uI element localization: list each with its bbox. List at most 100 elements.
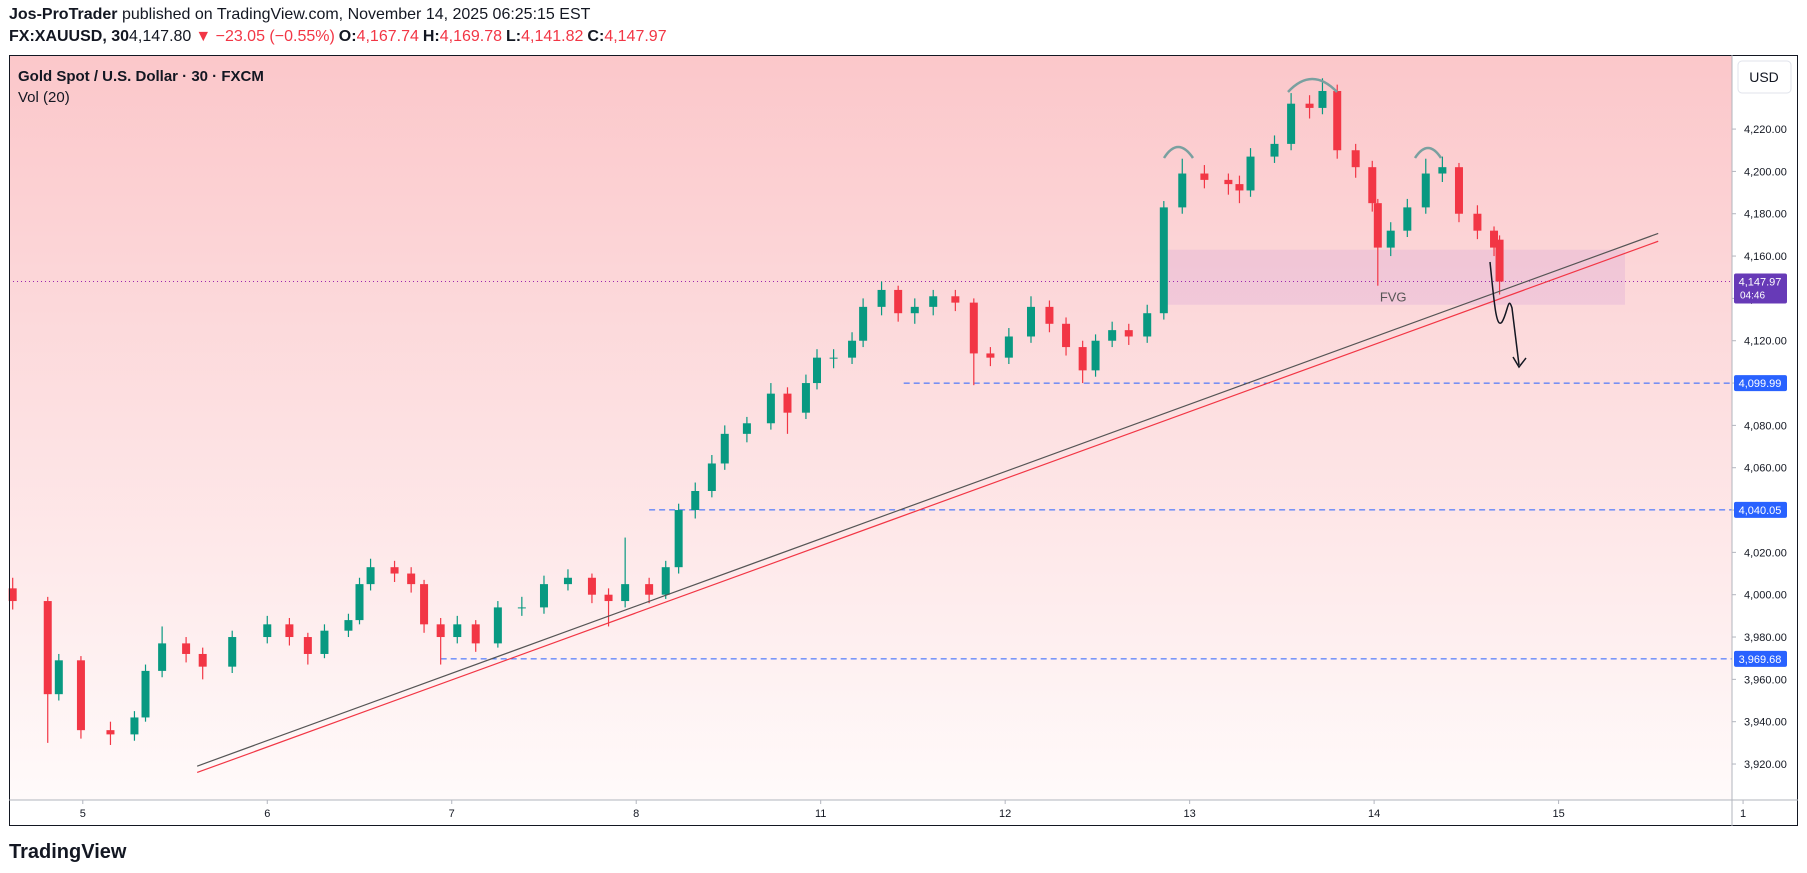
- o-label: O:: [338, 28, 357, 45]
- pattern-arcs: [1162, 77, 1443, 159]
- candle-body: [720, 433, 729, 464]
- candle-body: [228, 637, 237, 667]
- candle-body: [453, 624, 462, 638]
- candle-body: [1495, 239, 1504, 282]
- published: published on TradingView.com, November 1…: [121, 6, 591, 23]
- level-tag: [1734, 501, 1787, 518]
- l-label: L:: [506, 28, 522, 45]
- candle-body: [929, 296, 938, 307]
- candle-body: [742, 423, 751, 434]
- author: Jos-ProTrader: [9, 6, 118, 23]
- x-tick-label: 6: [264, 808, 270, 820]
- candle-body: [8, 588, 17, 602]
- candle-body: [390, 567, 399, 574]
- candle-body: [1224, 179, 1233, 185]
- candle-body: [1454, 167, 1463, 214]
- candle-body: [1178, 173, 1187, 208]
- chart-title: Gold Spot / U.S. Dollar · 30 · FXCM: [18, 68, 264, 85]
- frame: [9, 55, 1798, 826]
- candle-body: [894, 289, 903, 314]
- candle-body: [587, 577, 596, 595]
- candle-body: [43, 601, 52, 695]
- candle-body: [1078, 347, 1087, 371]
- candle-body: [303, 637, 312, 654]
- y-tick-label: 3,980.00: [1744, 632, 1787, 644]
- y-tick-label: 4,120.00: [1744, 336, 1787, 348]
- x-tick-label: 7: [449, 808, 455, 820]
- y-tick-label: 4,160.00: [1744, 251, 1787, 263]
- candle-body: [783, 393, 792, 413]
- candle-body: [1421, 173, 1430, 208]
- candle-body: [1473, 213, 1482, 231]
- candle-body: [1062, 323, 1071, 348]
- candle-body: [130, 717, 139, 735]
- candle-body: [674, 510, 683, 568]
- brand: TradingView: [9, 841, 127, 863]
- candle-body: [801, 383, 810, 413]
- chart-subtitle: Vol (20): [18, 89, 70, 106]
- y-tick-label: 4,060.00: [1744, 463, 1787, 475]
- candle-body: [182, 643, 191, 654]
- x-tick-label: 14: [1368, 808, 1380, 820]
- candle-body: [141, 670, 150, 718]
- change: ▼ −23.05 (−0.55%): [195, 28, 335, 45]
- candle-body: [1091, 340, 1100, 371]
- candle-body: [766, 393, 775, 424]
- candle-body: [859, 306, 868, 341]
- candle-body: [813, 357, 822, 384]
- last-price-label: 4,147.97: [1739, 277, 1782, 289]
- symbol: FX:XAUUSD, 30: [9, 28, 130, 45]
- trendline: [196, 232, 1659, 767]
- x-tick-label: 11: [815, 808, 826, 820]
- candle-body: [910, 306, 919, 314]
- candle-body: [1045, 306, 1054, 324]
- candle-body: [1287, 103, 1296, 144]
- trendline: [196, 240, 1659, 774]
- h: 4,169.78: [439, 28, 503, 45]
- plot-bg: [9, 55, 1732, 800]
- currency-button[interactable]: [1737, 60, 1792, 94]
- c: 4,147.97: [604, 28, 667, 45]
- candle-body: [344, 620, 353, 631]
- candle-body: [1386, 230, 1395, 248]
- candle-body: [1108, 330, 1117, 341]
- h-label: H:: [422, 28, 440, 45]
- x-tick-label: 13: [1184, 808, 1196, 820]
- candle-body: [1246, 156, 1255, 191]
- x-tick-label: 8: [633, 808, 639, 820]
- candle-body: [320, 630, 329, 654]
- y-tick-label: 4,200.00: [1744, 166, 1787, 178]
- o: 4,167.74: [356, 28, 419, 45]
- y-tick-label: 3,940.00: [1744, 717, 1787, 729]
- countdown: 04:46: [1740, 291, 1765, 302]
- candle-body: [517, 607, 526, 609]
- candle-body: [691, 490, 700, 511]
- candle-body: [1026, 306, 1035, 337]
- c-label: C:: [587, 28, 605, 45]
- candle-body: [1235, 184, 1244, 191]
- last: 4,147.80: [129, 28, 192, 45]
- last-price-tag: [1734, 273, 1787, 304]
- candle-body: [1438, 167, 1447, 174]
- candle-body: [621, 584, 630, 602]
- candle-body: [54, 660, 63, 695]
- candle-body: [436, 624, 445, 638]
- fvg-zone: [1163, 249, 1626, 305]
- candle-body: [1318, 90, 1327, 108]
- candle-body: [1368, 167, 1377, 204]
- candle-body: [420, 584, 429, 625]
- y-tick-label: 4,020.00: [1744, 547, 1787, 559]
- y-tick-label: 3,960.00: [1744, 674, 1787, 686]
- candle-body: [1159, 207, 1168, 314]
- candle-body: [986, 353, 995, 358]
- candle-body: [1200, 173, 1209, 180]
- candle-body: [969, 302, 978, 354]
- candle-body: [1373, 203, 1382, 248]
- level-label: 4,099.99: [1739, 378, 1782, 390]
- candle-body: [877, 289, 886, 307]
- y-tick-label: 3,920.00: [1744, 759, 1787, 771]
- candle-body: [1305, 103, 1314, 108]
- level-tag: [1734, 375, 1787, 392]
- level-label: 3,969.68: [1739, 654, 1782, 666]
